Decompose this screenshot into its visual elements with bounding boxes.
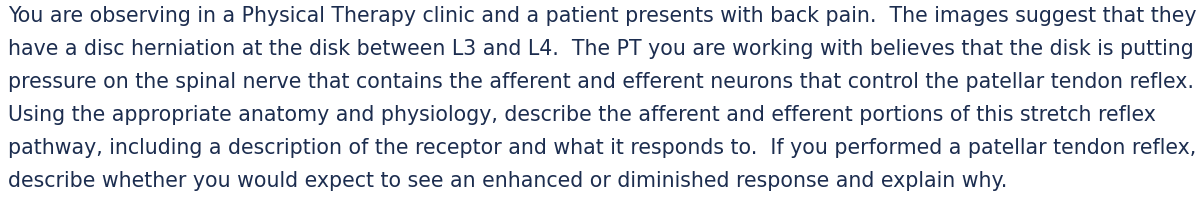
Text: pressure on the spinal nerve that contains the afferent and efferent neurons tha: pressure on the spinal nerve that contai… <box>8 72 1194 92</box>
Text: You are observing in a Physical Therapy clinic and a patient presents with back : You are observing in a Physical Therapy … <box>8 6 1196 26</box>
Text: describe whether you would expect to see an enhanced or diminished response and : describe whether you would expect to see… <box>8 171 1007 191</box>
Text: Using the appropriate anatomy and physiology, describe the afferent and efferent: Using the appropriate anatomy and physio… <box>8 105 1156 125</box>
Text: have a disc herniation at the disk between L3 and L4.  The PT you are working wi: have a disc herniation at the disk betwe… <box>8 39 1194 59</box>
Text: pathway, including a description of the receptor and what it responds to.  If yo: pathway, including a description of the … <box>8 138 1196 158</box>
